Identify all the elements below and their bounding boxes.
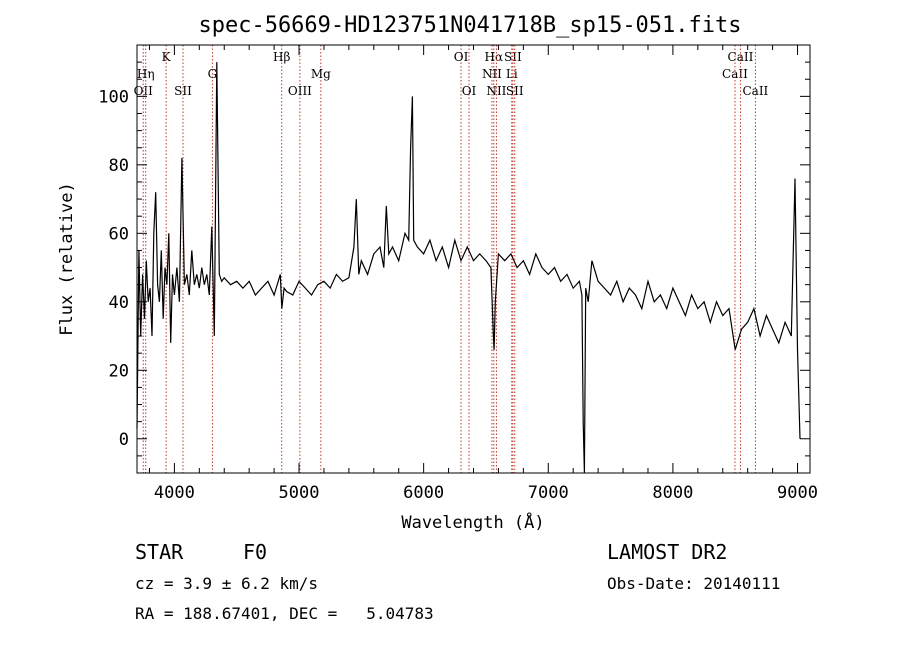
object-subclass: F0 — [243, 540, 268, 564]
spectral-line-label: G — [208, 67, 218, 81]
object-class: STAR — [135, 540, 184, 564]
spectrum-series — [136, 62, 801, 474]
observation-date: Obs-Date: 20140111 — [607, 574, 781, 593]
y-tick-label: 40 — [109, 293, 129, 313]
x-tick-label: 5000 — [279, 483, 320, 503]
y-axis-label: Flux (relative) — [57, 182, 77, 336]
spectral-line-label: OI — [462, 84, 477, 98]
plot-frame — [136, 44, 811, 474]
spectral-line-label: OI — [454, 50, 469, 64]
x-tick-label: 7000 — [528, 483, 569, 503]
y-tick-label: 0 — [119, 430, 129, 450]
spectral-line-label: SII — [174, 84, 192, 98]
survey-name: LAMOST DR2 — [607, 540, 728, 564]
spectral-line-label: CaII — [742, 84, 768, 98]
x-tick-label: 6000 — [403, 483, 444, 503]
spectral-line-label: OII — [134, 84, 154, 98]
spectral-line-label: Li — [506, 67, 518, 81]
spectral-line-label: Hα — [485, 50, 504, 64]
spectral-line-label: NII — [486, 84, 506, 98]
chart-title: spec-56669-HD123751N041718B_sp15-051.fit… — [198, 13, 741, 38]
spectral-line-label: OIII — [288, 84, 312, 98]
spectral-lines: OIIHηKSIIGHβOIIIMgOIOINIIHαNIILiSIISIICa… — [134, 45, 769, 473]
spectral-line-label: Mg — [311, 67, 331, 81]
spectral-line-label: NII — [482, 67, 502, 81]
x-tick-label: 4000 — [154, 483, 195, 503]
y-tick-label: 60 — [109, 224, 129, 244]
redshift-cz: cz = 3.9 ± 6.2 km/s — [135, 574, 319, 593]
spectral-line-label: CaII — [722, 67, 748, 81]
y-tick-label: 80 — [109, 156, 129, 176]
x-tick-label: 9000 — [777, 483, 818, 503]
coordinates: RA = 188.67401, DEC = 5.04783 — [135, 604, 434, 623]
spectral-line-label: K — [162, 50, 172, 64]
spectral-line-label: SII — [504, 50, 522, 64]
x-axis: 4000 5000 6000 7000 8000 9000 — [148, 45, 818, 503]
spectral-line-label: CaII — [728, 50, 754, 64]
y-tick-label: 100 — [98, 87, 129, 107]
spectral-line-label: SII — [506, 84, 524, 98]
y-axis: 0 20 40 60 80 100 — [98, 61, 810, 474]
y-tick-label: 20 — [109, 361, 129, 381]
spectral-line-label: Hβ — [273, 50, 290, 64]
x-axis-label: Wavelength (Å) — [401, 511, 544, 533]
spectral-line-label: Hη — [137, 67, 155, 81]
x-tick-label: 8000 — [652, 483, 693, 503]
